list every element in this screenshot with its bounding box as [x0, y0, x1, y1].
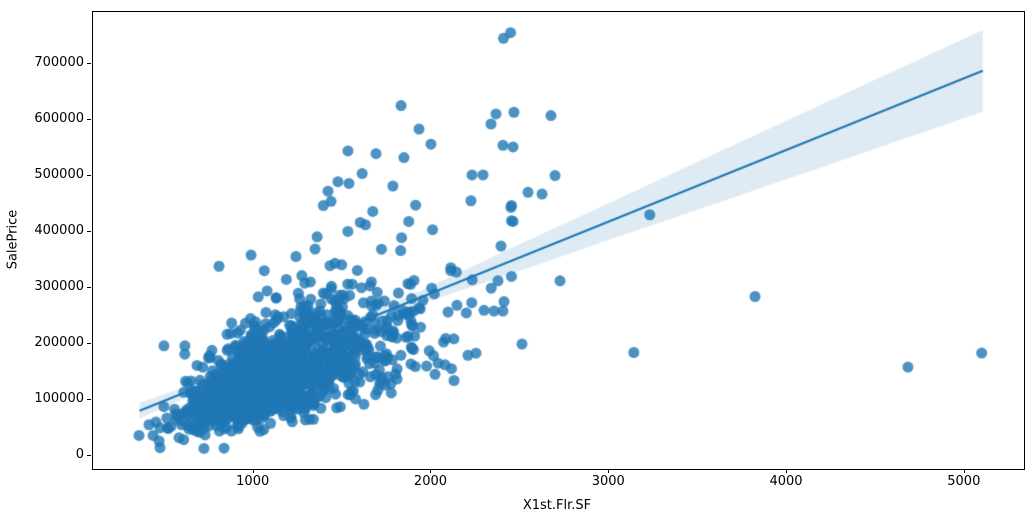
y-tick-mark — [87, 286, 91, 288]
x-tick-label: 5000 — [947, 474, 981, 489]
x-tick-mark — [430, 469, 432, 473]
y-tick-mark — [87, 174, 91, 176]
x-tick-mark — [786, 469, 788, 473]
plot-area — [92, 11, 1025, 470]
x-tick-mark — [963, 469, 965, 473]
y-tick-label: 700000 — [34, 54, 84, 70]
y-tick-label: 200000 — [34, 334, 84, 350]
y-tick-label: 500000 — [34, 166, 84, 182]
plot-canvas — [93, 12, 1024, 469]
x-tick-label: 3000 — [591, 474, 625, 489]
x-axis-label: X1st.Flr.SF — [522, 498, 592, 513]
x-tick-label: 1000 — [236, 474, 270, 489]
x-tick-label: 4000 — [769, 474, 803, 489]
y-tick-mark — [87, 118, 91, 120]
y-tick-mark — [87, 230, 91, 232]
x-tick-mark — [252, 469, 254, 473]
x-tick-mark — [608, 469, 610, 473]
y-tick-label: 300000 — [34, 278, 84, 294]
y-axis-label: SalePrice — [5, 209, 21, 270]
y-tick-label: 600000 — [34, 110, 84, 126]
y-tick-mark — [87, 454, 91, 456]
y-tick-label: 100000 — [34, 390, 84, 406]
y-tick-mark — [87, 342, 91, 344]
y-tick-label: 400000 — [34, 222, 84, 238]
y-tick-label: 0 — [75, 446, 84, 462]
x-tick-label: 2000 — [413, 474, 448, 489]
y-tick-mark — [87, 398, 91, 400]
y-tick-mark — [87, 62, 91, 64]
